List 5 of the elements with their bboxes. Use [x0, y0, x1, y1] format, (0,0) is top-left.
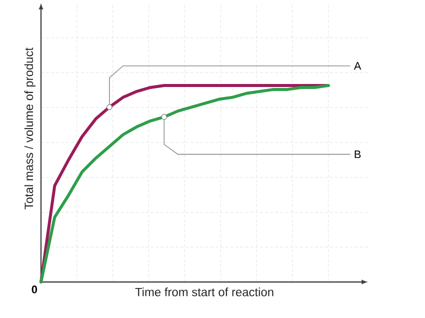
- text: 0: [32, 286, 38, 294]
- y-axis-title: Total mass / volume of product: [24, 48, 36, 210]
- text: B: [354, 150, 361, 158]
- x-axis-title: Time from start of reaction: [135, 288, 274, 296]
- text: A: [354, 62, 362, 70]
